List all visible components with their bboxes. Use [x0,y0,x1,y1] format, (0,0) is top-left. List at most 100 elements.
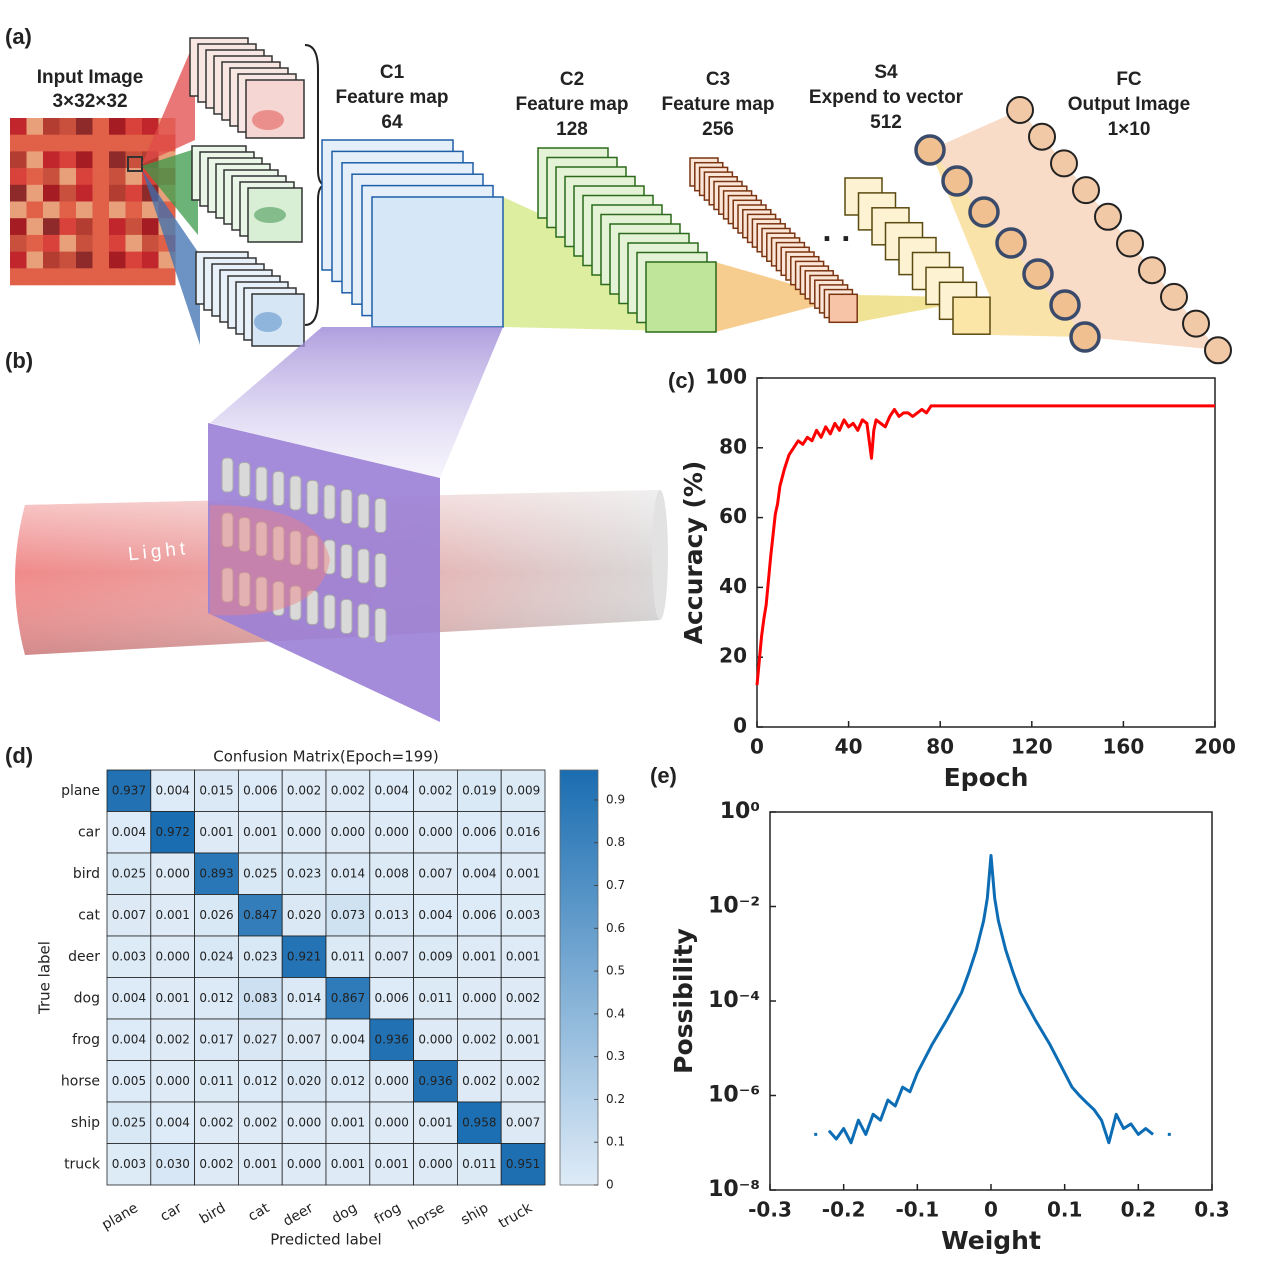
shape [125,201,143,219]
input-title: Input Image [37,67,144,88]
shape [652,490,668,620]
heatmap-cell [194,935,239,978]
heatmap-cell [456,769,502,812]
shape [109,218,126,236]
shape [968,196,1000,228]
colorbar-tick-label: 0.4 [606,1006,625,1020]
cell-label: 0.004 [331,1032,365,1046]
shape [245,79,305,139]
shape [109,151,126,169]
heatmap-cell [325,852,371,895]
x-tick-label: frog [372,1200,404,1228]
y-tick-label: plane [61,783,100,799]
cell-label: 0.000 [418,825,452,839]
heatmap-cell [500,1143,546,1186]
cell-label: 0.001 [156,991,190,1005]
shape [43,268,60,286]
colorbar-tick-label: 0.5 [606,964,625,978]
cell-label: 0.006 [462,825,496,839]
y-tick-label: 20 [719,644,747,668]
heatmap-cell [325,935,371,978]
shape [92,201,110,219]
shape [374,498,387,533]
x-tick-label: 0.2 [1121,1198,1156,1222]
shape [255,576,268,612]
shape [828,293,858,324]
cell-label: 0.004 [462,866,496,880]
cell-label: 0.011 [418,991,452,1005]
heatmap-cell [281,1101,327,1144]
layer-size: 64 [381,112,403,133]
heatmap-cell [150,1101,196,1144]
heatmap-cell [194,1101,239,1144]
shape [26,201,44,219]
cell-label: 0.936 [375,1032,409,1046]
x-tick-label: ship [458,1200,491,1228]
cell-label: 0.937 [112,783,146,797]
cell-label: 0.000 [462,991,496,1005]
shape [109,134,126,152]
shape [125,168,143,186]
cell-label: 0.000 [418,1157,452,1171]
cell-label: 0.004 [418,908,452,922]
cell-label: 0.004 [112,1032,146,1046]
shape [76,251,93,269]
x-tick-label: deer [280,1200,316,1230]
heatmap-cell [194,811,239,854]
shape [10,151,27,169]
shape [59,234,77,252]
heatmap-cell [325,1018,371,1061]
x-tick-label: 0.1 [1047,1198,1082,1222]
cell-label: 0.867 [331,991,365,1005]
shape [109,184,126,202]
shape [59,268,77,286]
layer-kind: Feature map [336,87,449,108]
x-tick-label: 0 [984,1198,998,1222]
shape [76,201,93,219]
cell-label: 0.001 [506,949,540,963]
x-tick-label: plane [99,1200,141,1233]
y-tick-label: cat [78,907,100,923]
heatmap-cell [281,811,327,854]
cell-label: 0.004 [375,783,409,797]
shape [252,110,284,130]
shape [125,134,143,152]
colorbar-tick-label: 0.7 [606,878,625,892]
heatmap-cell [413,977,458,1020]
heatmap-cell [106,1143,152,1186]
shape [255,466,268,502]
shape [59,151,77,169]
x-tick-label: 0 [750,735,764,759]
cell-label: 0.002 [462,1032,496,1046]
cell-label: 0.005 [112,1074,146,1088]
shape [221,567,234,603]
cell-label: 0.002 [462,1074,496,1088]
heatmap-cell [194,1060,239,1103]
cell-label: 0.017 [199,1032,233,1046]
shape [272,471,285,506]
shape [340,489,353,524]
shape [1028,122,1056,151]
cell-label: 0.000 [418,1032,452,1046]
shape [10,251,27,269]
heatmap-cell [500,811,546,854]
x-tick-label: -0.2 [822,1198,866,1222]
shape [125,184,143,202]
cell-label: 0.003 [112,949,146,963]
shape [26,268,44,286]
y-tick-label: deer [68,949,100,965]
shape [109,201,126,219]
cell-label: 0.002 [243,1115,277,1129]
cell-label: 0.009 [506,783,540,797]
shape [43,168,60,186]
shape [10,218,27,236]
shape [371,196,504,328]
heatmap-cell [150,977,196,1020]
y-tick-label: 10⁻⁴ [708,988,760,1013]
y-tick-label: 10⁻⁶ [708,1083,760,1108]
cell-label: 0.000 [375,1115,409,1129]
cell-label: 0.004 [112,991,146,1005]
heatmap-cell [325,1101,371,1144]
colorbar-tick-label: 0.2 [606,1092,625,1106]
heatmap-cell [500,977,546,1020]
